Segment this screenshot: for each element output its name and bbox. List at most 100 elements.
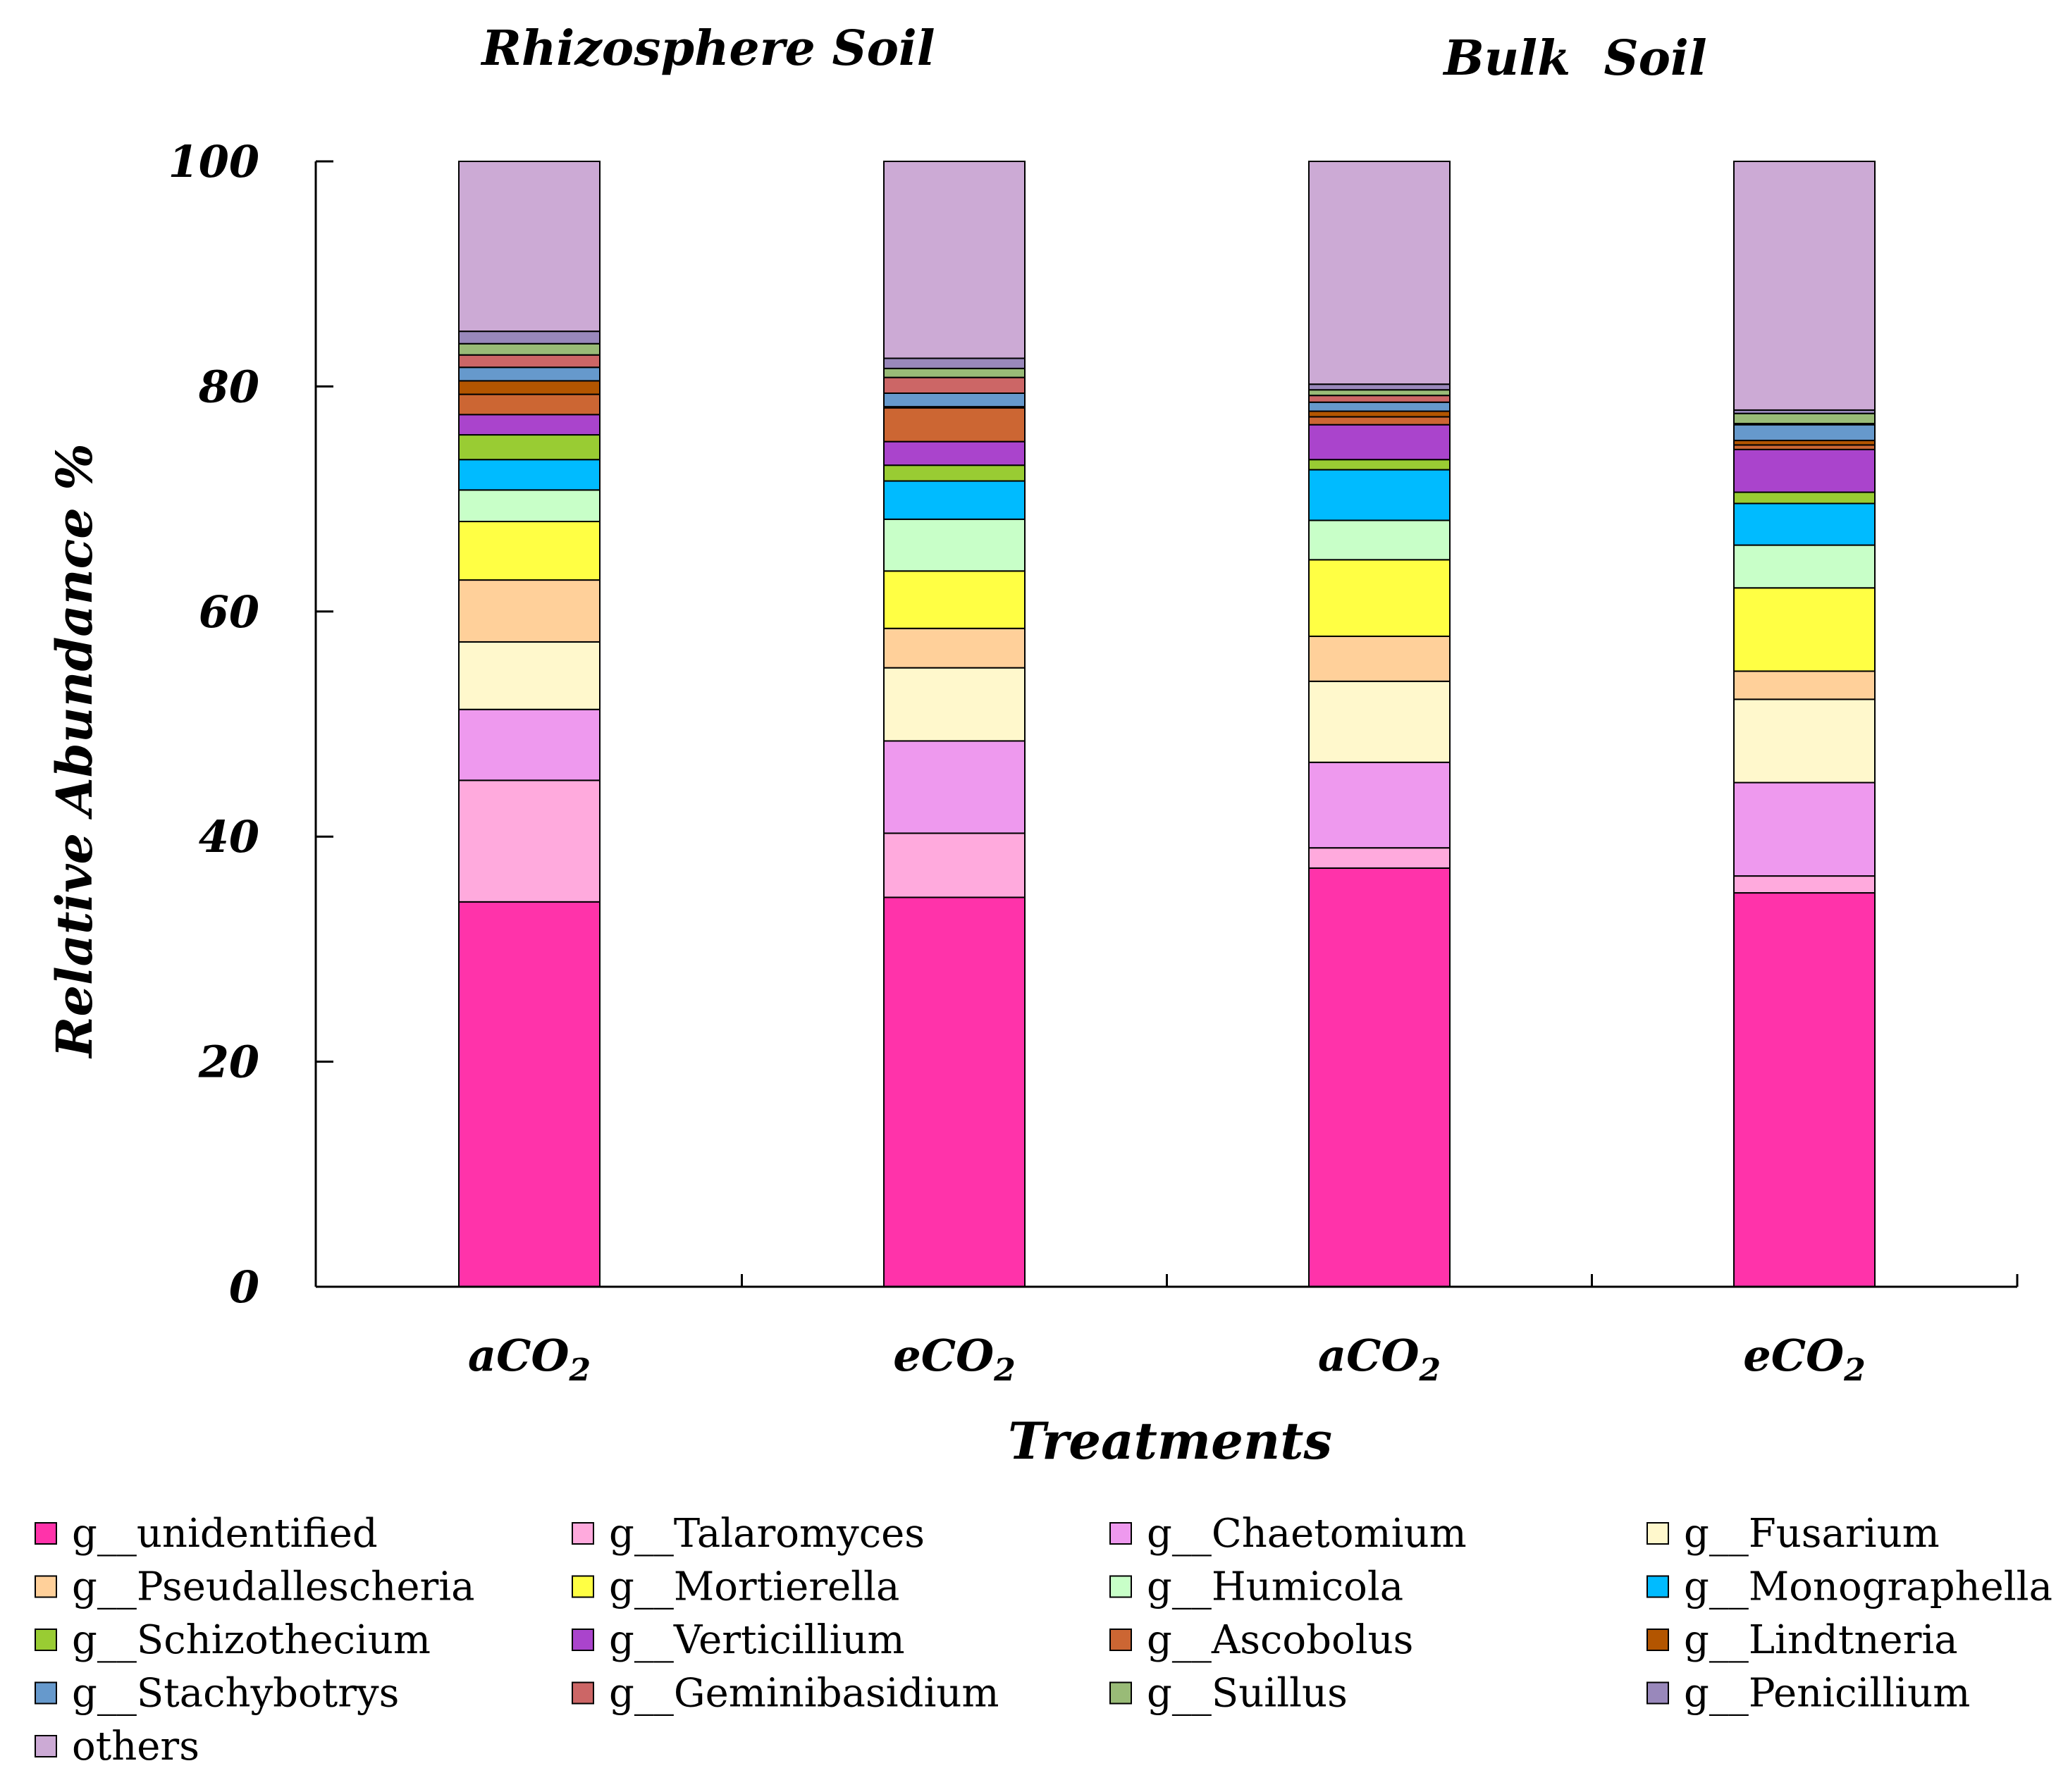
bar-segment-g-Pseudallescheria-1 xyxy=(883,627,1026,669)
bar-segment-g-unidentified-2 xyxy=(1308,867,1451,1287)
bar-segment-g-Geminibasidium-0 xyxy=(458,354,601,369)
x-axis-title: Treatments xyxy=(1008,1411,1332,1471)
y-axis-title: Relative Abundance % xyxy=(45,443,104,1058)
legend-label: g__Monographella xyxy=(1684,1564,2052,1610)
group-title-bulk: Bulk Soil xyxy=(1442,30,1706,87)
bar-segment-g-Penicillium-2 xyxy=(1308,383,1451,391)
y-tick-label: 20 xyxy=(198,1037,259,1088)
bar-segment-g-Humicola-0 xyxy=(458,489,601,523)
bar-segment-g-Suillus-1 xyxy=(883,367,1026,378)
bar-segment-g-Talaromyces-0 xyxy=(458,779,601,903)
bar-segment-g-Suillus-3 xyxy=(1733,412,1876,425)
bar-segment-g-Geminibasidium-2 xyxy=(1308,395,1451,403)
bar-segment-g-Lindtneria-0 xyxy=(458,380,601,395)
bar-segment-g-Mortierella-0 xyxy=(458,521,601,581)
x-tick-label: eCO2 xyxy=(893,1330,1015,1388)
bar-segment-g-Stachybotrys-3 xyxy=(1733,424,1876,442)
legend-label: g__Chaetomium xyxy=(1147,1511,1467,1557)
x-tick-label: aCO2 xyxy=(1318,1330,1441,1388)
legend: g__unidentified g__Talaromyces g__Chaetomi… xyxy=(35,1511,2052,1769)
bar-segment-g-Chaetomium-2 xyxy=(1308,761,1451,849)
legend-swatch xyxy=(572,1681,594,1705)
legend-label: g__Ascobolus xyxy=(1147,1617,1413,1663)
bar-segment-g-Monographella-2 xyxy=(1308,469,1451,521)
bar-segment-g-Verticillium-3 xyxy=(1733,448,1876,493)
legend-swatch xyxy=(572,1522,594,1545)
bar-segment-g-Verticillium-1 xyxy=(883,440,1026,466)
bar-segment-g-Mortierella-3 xyxy=(1733,587,1876,672)
bar-segment-g-Talaromyces-3 xyxy=(1733,875,1876,894)
bar-segment-g-unidentified-3 xyxy=(1733,892,1876,1288)
legend-label: g__Lindtneria xyxy=(1684,1617,1958,1663)
bar-segment-g-Chaetomium-1 xyxy=(883,740,1026,834)
bar-segment-g-Talaromyces-2 xyxy=(1308,847,1451,869)
bar-segment-g-unidentified-1 xyxy=(883,896,1026,1287)
legend-swatch xyxy=(1646,1629,1669,1651)
legend-label: g__Verticillium xyxy=(609,1617,905,1663)
bar-segment-g-Stachybotrys-2 xyxy=(1308,401,1451,412)
y-tick-label: 0 xyxy=(229,1261,259,1313)
legend-swatch xyxy=(1646,1681,1669,1705)
bar-segment-g-Humicola-3 xyxy=(1733,544,1876,589)
legend-label: g__Stachybotrys xyxy=(72,1671,399,1717)
legend-swatch xyxy=(1109,1575,1132,1598)
legend-swatch xyxy=(35,1681,57,1705)
bar-segment-g-Lindtneria-2 xyxy=(1308,410,1451,418)
bar-segment-g-Chaetomium-0 xyxy=(458,708,601,781)
x-tick-label: aCO2 xyxy=(468,1330,591,1388)
bar-segment-g-Ascobolus-2 xyxy=(1308,416,1451,426)
bar-segment-others-3 xyxy=(1733,161,1876,411)
legend-swatch xyxy=(1646,1575,1669,1598)
legend-label: g__Mortierella xyxy=(609,1564,899,1610)
legend-label: others xyxy=(72,1724,199,1769)
bar-segment-g-Penicillium-1 xyxy=(883,357,1026,369)
y-tick-label: 40 xyxy=(199,811,259,863)
bar-segment-g-Mortierella-1 xyxy=(883,570,1026,629)
bar-segment-g-Pseudallescheria-3 xyxy=(1733,670,1876,700)
bar-segment-g-Schizothecium-0 xyxy=(458,434,601,461)
bar-segment-g-Stachybotrys-1 xyxy=(883,392,1026,408)
bar-segment-g-Stachybotrys-0 xyxy=(458,366,601,382)
bar-segment-others-0 xyxy=(458,161,601,333)
bar-segment-g-Mortierella-2 xyxy=(1308,559,1451,637)
bar-segment-g-Verticillium-2 xyxy=(1308,424,1451,461)
bar-segment-g-Penicillium-0 xyxy=(458,330,601,345)
bar-segment-g-Schizothecium-2 xyxy=(1308,459,1451,471)
bar-segment-g-unidentified-0 xyxy=(458,901,601,1288)
legend-label: g__Talaromyces xyxy=(609,1511,925,1557)
bar-segment-g-Humicola-2 xyxy=(1308,519,1451,561)
y-tick-label: 100 xyxy=(168,136,259,187)
bar-segment-g-Monographella-1 xyxy=(883,480,1026,520)
bar-segment-g-Schizothecium-3 xyxy=(1733,491,1876,505)
y-tick-label: 80 xyxy=(198,361,259,412)
legend-label: g__Penicillium xyxy=(1684,1671,1970,1717)
legend-swatch xyxy=(1646,1522,1669,1545)
bar-segment-g-Chaetomium-3 xyxy=(1733,781,1876,877)
bar-segment-others-1 xyxy=(883,161,1026,359)
bar-segment-g-Humicola-1 xyxy=(883,518,1026,572)
bar-segment-others-2 xyxy=(1308,161,1451,385)
legend-swatch xyxy=(35,1575,57,1598)
legend-label: g__Schizothecium xyxy=(72,1617,431,1663)
bar-segment-g-Fusarium-3 xyxy=(1733,698,1876,784)
legend-swatch xyxy=(1109,1629,1132,1651)
legend-label: g__unidentified xyxy=(72,1511,378,1557)
legend-swatch xyxy=(572,1629,594,1651)
bar-segment-g-Verticillium-0 xyxy=(458,414,601,436)
legend-label: g__Fusarium xyxy=(1684,1511,1940,1557)
bar-segment-g-Schizothecium-1 xyxy=(883,464,1026,482)
legend-swatch xyxy=(1109,1522,1132,1545)
legend-swatch xyxy=(572,1575,594,1598)
bar-segment-g-Geminibasidium-1 xyxy=(883,376,1026,394)
legend-label: g__Humicola xyxy=(1147,1564,1403,1610)
legend-swatch xyxy=(1109,1681,1132,1705)
legend-swatch xyxy=(35,1629,57,1651)
bar-segment-g-Ascobolus-0 xyxy=(458,393,601,416)
bar-segment-g-Monographella-0 xyxy=(458,459,601,491)
bar-segment-g-Suillus-0 xyxy=(458,342,601,356)
group-title-rhizosphere: Rhizosphere Soil xyxy=(480,20,935,77)
legend-swatch xyxy=(35,1735,57,1757)
legend-label: g__Geminibasidium xyxy=(609,1671,999,1717)
bar-segment-g-Fusarium-2 xyxy=(1308,680,1451,763)
